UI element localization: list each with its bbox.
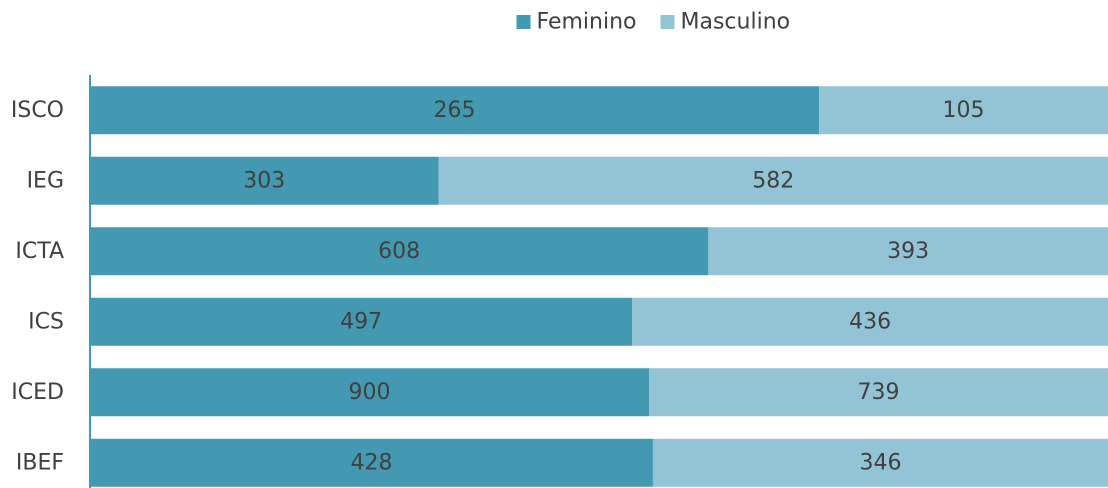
bar-segment: [819, 86, 1108, 135]
data-label: 436: [849, 309, 891, 334]
y-tick-label: ICTA: [15, 239, 64, 264]
data-label: 303: [243, 168, 285, 193]
bar-segment: [648, 368, 1108, 417]
data-label: 346: [859, 450, 901, 475]
y-tick-label: ICED: [11, 380, 64, 405]
data-label: 608: [378, 239, 420, 264]
legend-swatch: [516, 15, 531, 29]
legend-swatch: [660, 15, 675, 29]
data-label: 739: [857, 380, 899, 405]
bar-segment: [90, 227, 709, 276]
bar-segment: [708, 227, 1108, 276]
bar-segment: [90, 438, 653, 487]
bar-segment: [652, 438, 1108, 487]
data-label: 582: [752, 168, 794, 193]
bar-segment: [90, 86, 820, 135]
y-tick-label: IBEF: [16, 450, 64, 475]
bar-segment: [632, 297, 1108, 346]
bar-segment: [90, 368, 649, 417]
y-tick-label: ICS: [28, 309, 64, 334]
data-label: 428: [350, 450, 392, 475]
legend-label: Feminino: [537, 10, 637, 35]
y-tick-label: ISCO: [11, 98, 64, 123]
data-label: 497: [340, 309, 382, 334]
y-tick-label: IEG: [27, 168, 64, 193]
bar-segment: [90, 297, 633, 346]
data-label: 265: [434, 98, 476, 123]
bar-segment: [90, 156, 439, 205]
data-label: 393: [887, 239, 929, 264]
data-label: 900: [348, 380, 390, 405]
legend-label: Masculino: [681, 10, 791, 35]
bar-segment: [438, 156, 1108, 205]
data-label: 105: [943, 98, 985, 123]
